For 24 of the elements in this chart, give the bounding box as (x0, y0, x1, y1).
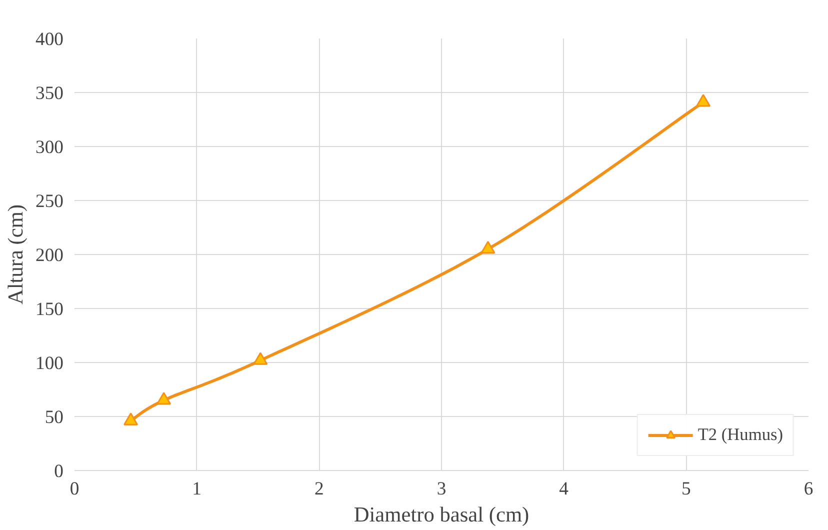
x-tick-label: 2 (314, 478, 324, 500)
x-tick-label: 5 (682, 478, 691, 500)
y-tick-label: 400 (36, 29, 64, 50)
y-tick-label: 100 (36, 353, 64, 374)
y-tick-label: 50 (44, 407, 64, 428)
y-tick-label: 200 (36, 245, 64, 266)
y-axis-title: Altura (cm) (4, 204, 28, 305)
point (696, 94, 711, 107)
x-tick-label: 1 (192, 478, 202, 500)
point (156, 392, 172, 405)
point (480, 240, 496, 254)
point (253, 352, 268, 365)
x-tick-label: 3 (436, 478, 446, 500)
x-tick-label: 0 (70, 478, 80, 500)
legend-label: T2 (Humus) (698, 425, 783, 445)
y-tick-label: 250 (36, 191, 64, 212)
point (124, 412, 138, 426)
x-tick-label: 6 (804, 478, 814, 500)
y-tick-label: 150 (36, 299, 64, 320)
y-tick-label: 0 (54, 461, 64, 482)
x-axis-title: Diametro basal (cm) (354, 502, 530, 526)
y-tick-label: 300 (36, 137, 64, 158)
x-tick-label: 4 (559, 478, 570, 500)
y-tick-label: 350 (36, 83, 64, 104)
